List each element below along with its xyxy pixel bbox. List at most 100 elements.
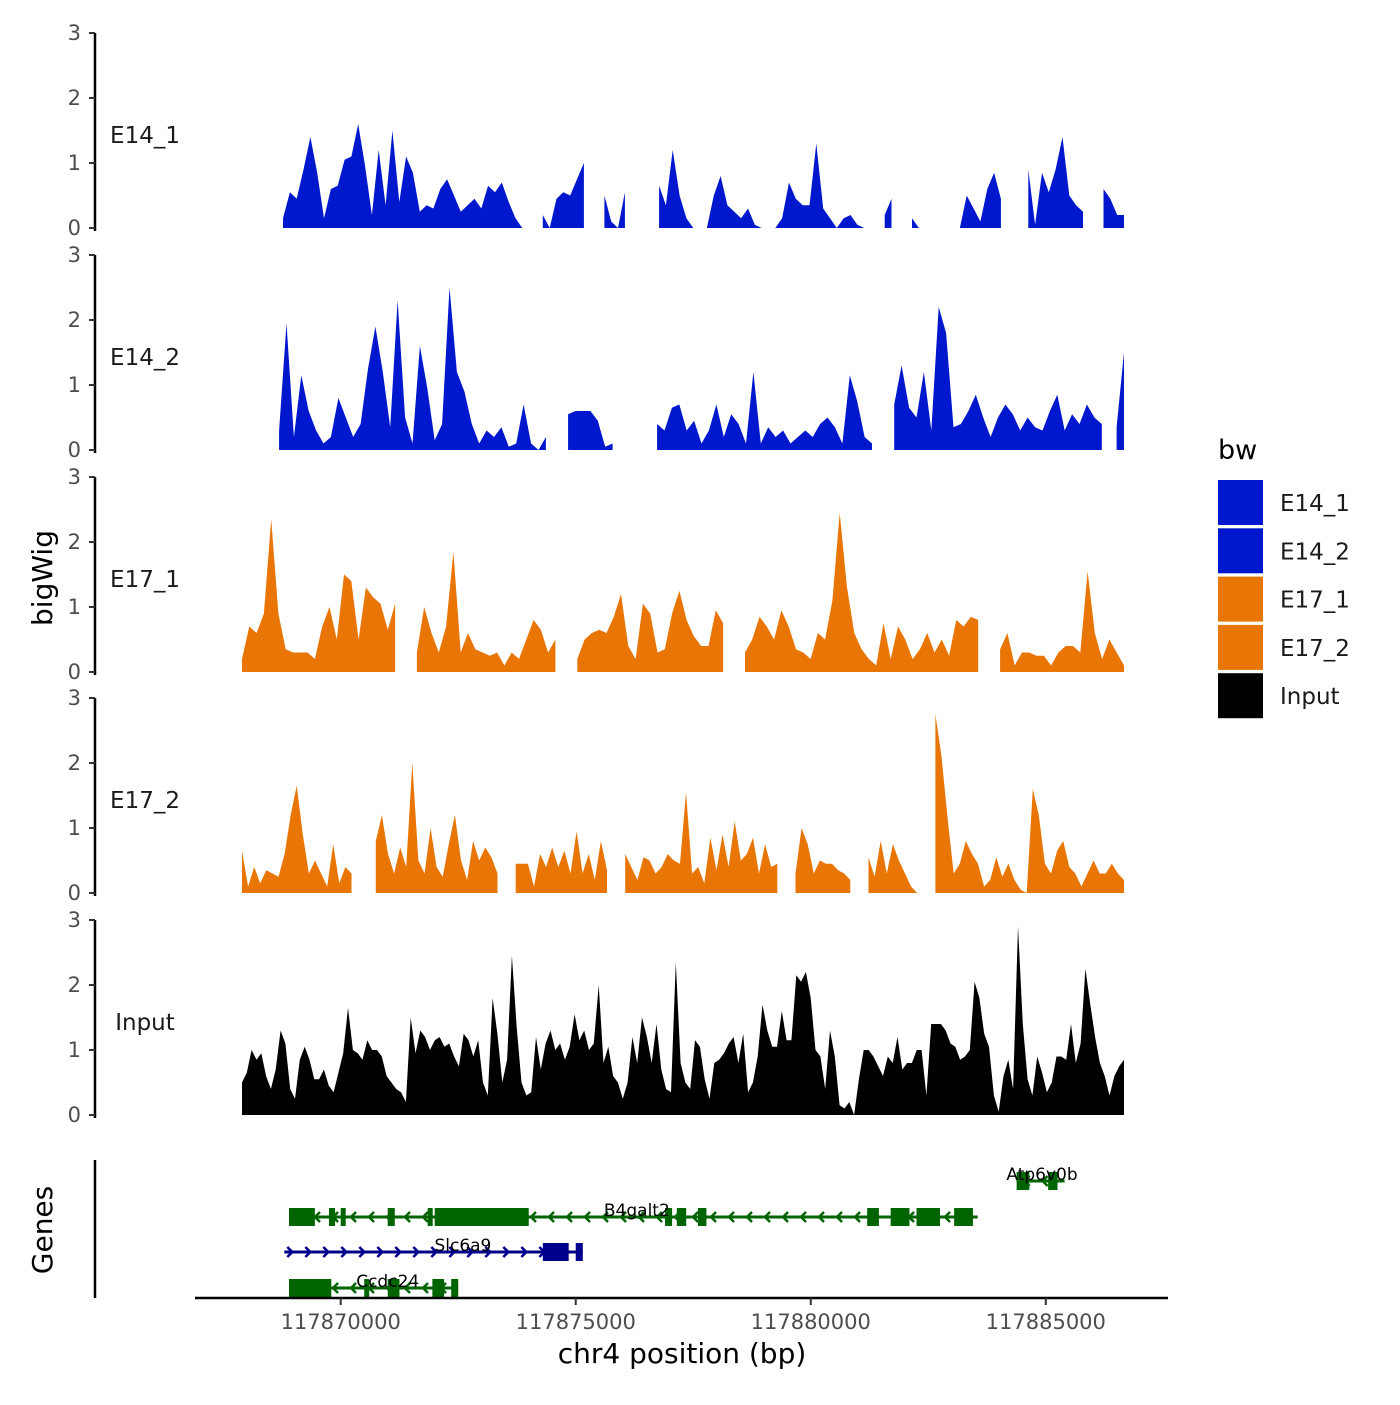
coverage-area bbox=[242, 785, 352, 893]
legend-swatch bbox=[1218, 673, 1263, 719]
coverage-area bbox=[659, 143, 865, 228]
strand-chevron bbox=[835, 1211, 843, 1223]
strand-chevron bbox=[655, 1211, 663, 1223]
strand-chevron bbox=[421, 1211, 429, 1223]
strand-chevron bbox=[943, 1211, 951, 1223]
x-tick-label: 117885000 bbox=[986, 1310, 1106, 1334]
strand-chevron bbox=[583, 1211, 591, 1223]
track-e17-2: 0 1 2 3 E17_2 bbox=[68, 686, 1124, 905]
coverage-area bbox=[375, 763, 498, 893]
y-tick-label: 3 bbox=[68, 908, 81, 932]
gene-exon bbox=[434, 1208, 529, 1226]
coverage-area bbox=[577, 590, 724, 672]
strand-chevron bbox=[781, 1211, 789, 1223]
gene-exon bbox=[387, 1279, 400, 1297]
strand-chevron bbox=[745, 1211, 753, 1223]
track-e14-1: 0 1 2 3 E14_1 bbox=[68, 21, 1124, 240]
coverage-area bbox=[515, 831, 607, 893]
strand-chevron bbox=[727, 1211, 735, 1223]
gene-atp6v0b: Atp6v0b bbox=[1006, 1165, 1078, 1190]
gene-label: Atp6v0b bbox=[1006, 1165, 1077, 1185]
strand-chevron bbox=[349, 1211, 357, 1223]
gene-exon bbox=[665, 1208, 673, 1226]
track-label: E17_2 bbox=[110, 788, 180, 814]
coverage-area bbox=[625, 792, 778, 893]
gene-exon bbox=[867, 1208, 879, 1226]
legend-swatch bbox=[1218, 528, 1263, 574]
coverage-area bbox=[894, 307, 1102, 450]
strand-chevron bbox=[421, 1282, 429, 1294]
gene-slc6a9: Slc6a9 bbox=[284, 1236, 583, 1261]
coverage-area bbox=[242, 926, 1124, 1115]
y-tick-label: 1 bbox=[68, 595, 81, 619]
gene-exon bbox=[427, 1208, 433, 1226]
y-tick-label: 0 bbox=[68, 660, 81, 684]
x-axis-title: chr4 position (bp) bbox=[558, 1337, 807, 1370]
track-label: Input bbox=[115, 1010, 175, 1036]
strand-chevron bbox=[340, 1246, 349, 1258]
gene-exon bbox=[451, 1279, 459, 1297]
legend-item-e17-1: E17_1 bbox=[1218, 576, 1350, 622]
strand-chevron bbox=[403, 1211, 411, 1223]
coverage-area bbox=[242, 519, 396, 672]
y-tick-label: 0 bbox=[68, 1103, 81, 1127]
track-e14-2: 0 1 2 3 E14_2 bbox=[68, 243, 1124, 462]
strand-chevron bbox=[691, 1211, 699, 1223]
y-tick-label: 0 bbox=[68, 881, 81, 905]
coverage-area bbox=[912, 218, 926, 228]
gene-ccdc24: Ccdc24 bbox=[289, 1272, 459, 1297]
strand-chevron bbox=[709, 1211, 717, 1223]
coverage-area bbox=[657, 372, 872, 450]
track-e17-1: 0 1 2 3 E17_1 bbox=[68, 465, 1124, 684]
gene-exon bbox=[676, 1208, 687, 1226]
strand-chevron bbox=[331, 1282, 339, 1294]
coverage-area bbox=[279, 287, 546, 450]
coverage-area bbox=[795, 828, 851, 893]
coverage-area bbox=[1116, 352, 1124, 450]
gene-exon bbox=[697, 1208, 707, 1226]
track-input: 0 1 2 3 Input bbox=[68, 908, 1124, 1127]
strand-chevron bbox=[448, 1246, 457, 1258]
y-tick-label: 2 bbox=[68, 308, 81, 332]
gene-exon bbox=[387, 1208, 395, 1226]
strand-chevron bbox=[619, 1211, 627, 1223]
strand-chevron bbox=[394, 1246, 403, 1258]
gene-label: B4galt2 bbox=[604, 1201, 670, 1221]
coverage-area bbox=[745, 512, 979, 672]
coverage-area bbox=[604, 192, 625, 228]
strand-chevron bbox=[565, 1211, 573, 1223]
legend-label: E17_1 bbox=[1280, 588, 1350, 614]
coverage-area bbox=[416, 551, 556, 672]
coverage-area bbox=[884, 198, 892, 228]
strand-chevron bbox=[529, 1211, 537, 1223]
strand-chevron bbox=[367, 1211, 375, 1223]
strand-chevron bbox=[763, 1211, 771, 1223]
y-axis-title: bigWig bbox=[26, 530, 59, 626]
y-tick-label: 2 bbox=[68, 751, 81, 775]
gene-exon bbox=[289, 1208, 315, 1226]
gene-label: Ccdc24 bbox=[356, 1272, 419, 1292]
y-tick-label: 3 bbox=[68, 243, 81, 267]
strand-chevron bbox=[853, 1211, 861, 1223]
strand-chevron bbox=[430, 1246, 439, 1258]
y-tick-label: 0 bbox=[68, 216, 81, 240]
x-axis: 117870000 117875000 117880000 117885000 bbox=[195, 1296, 1168, 1334]
y-tick-label: 3 bbox=[68, 465, 81, 489]
coverage-area bbox=[868, 841, 918, 893]
gene-exon bbox=[1048, 1172, 1058, 1190]
strand-chevron bbox=[637, 1211, 645, 1223]
x-tick-label: 117870000 bbox=[281, 1310, 401, 1334]
legend-title: bw bbox=[1218, 435, 1257, 466]
y-tick-label: 0 bbox=[68, 438, 81, 462]
track-label: E17_1 bbox=[110, 567, 180, 593]
strand-chevron bbox=[286, 1246, 295, 1258]
coverage-area bbox=[283, 124, 523, 228]
coverage-area bbox=[959, 172, 1001, 228]
legend-label: E14_2 bbox=[1280, 539, 1350, 565]
coverage-area bbox=[1028, 137, 1083, 228]
strand-chevron bbox=[466, 1246, 475, 1258]
legend-label: E14_1 bbox=[1280, 491, 1350, 517]
tracks-layer: 0 1 2 3 E14_1 0 1 2 3 E14_2 0 1 2 3 E17_1 0 1 2 3 E17_2 0 1 2 3… bbox=[68, 21, 1124, 1127]
strand-chevron bbox=[484, 1246, 493, 1258]
strand-chevron bbox=[349, 1282, 357, 1294]
